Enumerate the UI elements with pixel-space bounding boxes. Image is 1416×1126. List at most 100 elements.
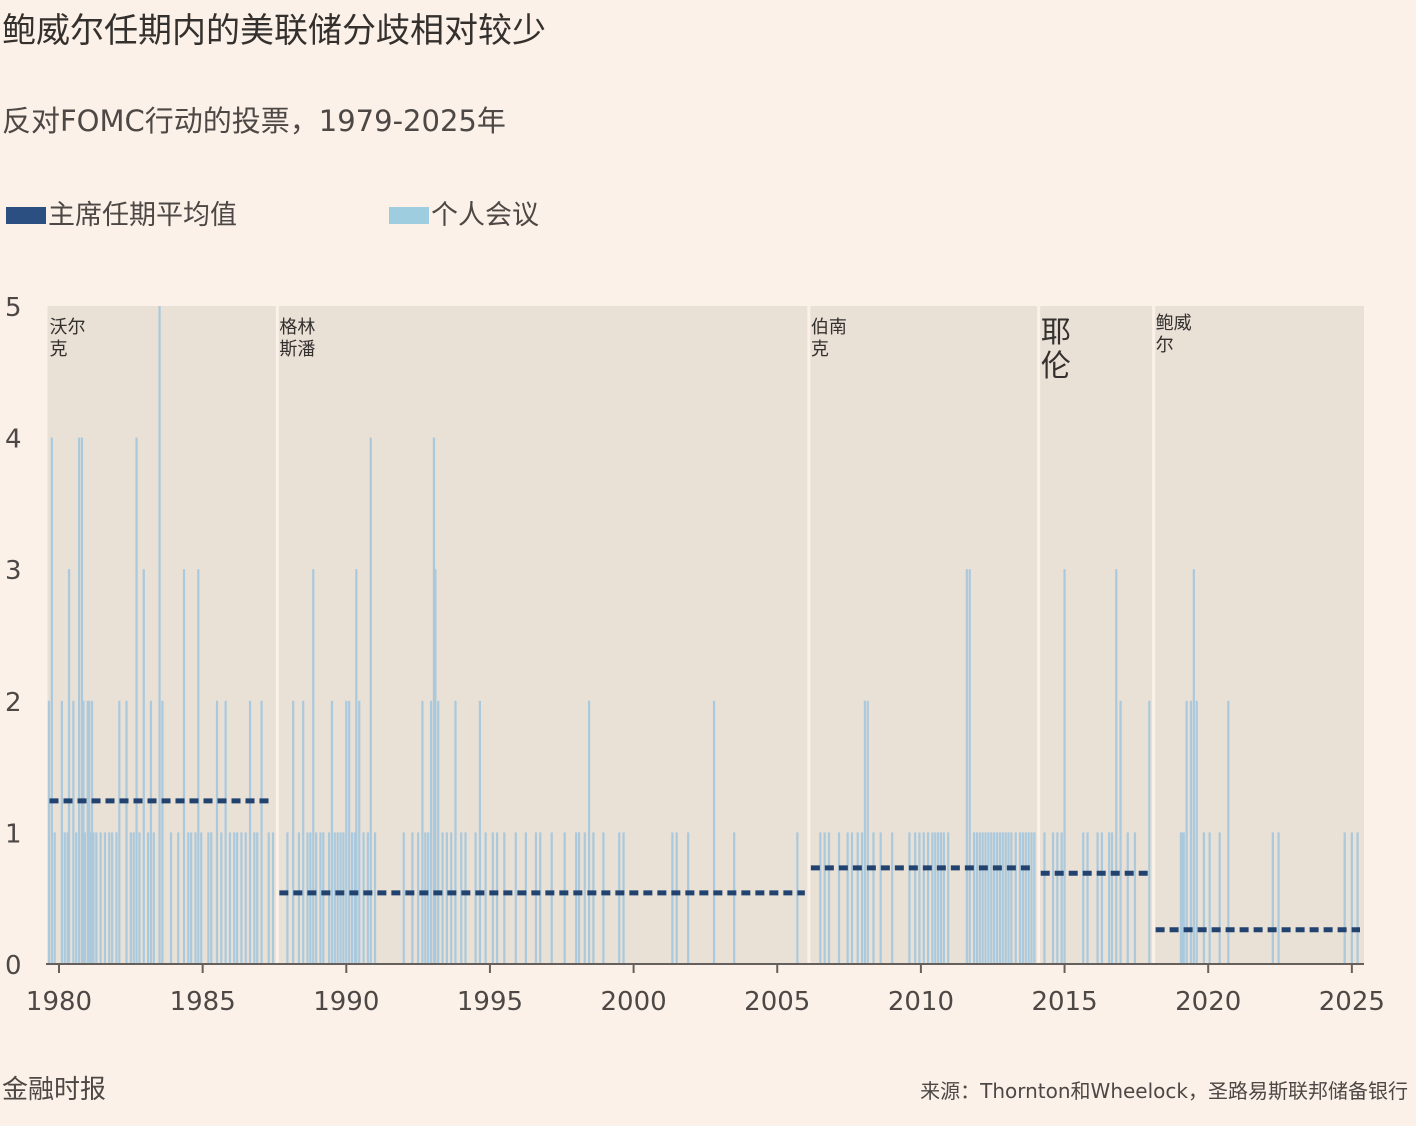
meeting-bar	[67, 569, 71, 964]
meeting-bar	[1086, 832, 1089, 964]
meeting-bar	[1192, 569, 1195, 964]
y-tick-label: 3	[5, 556, 22, 586]
meeting-bar	[111, 832, 114, 964]
meeting-bar	[454, 700, 457, 964]
meeting-bar	[345, 700, 348, 964]
meeting-bar	[863, 700, 866, 964]
meeting-bar	[200, 832, 203, 964]
meeting-bar	[837, 832, 841, 964]
meeting-bar	[1024, 832, 1027, 964]
meeting-bar	[937, 832, 940, 964]
meeting-bar	[286, 832, 289, 964]
meeting-bar	[306, 832, 309, 964]
meeting-bar	[297, 832, 300, 964]
meeting-bar	[922, 832, 925, 964]
meeting-bar	[1189, 700, 1193, 964]
meeting-bar	[1004, 832, 1007, 964]
meeting-bar	[474, 832, 477, 964]
meeting-bar	[464, 832, 467, 964]
meeting-bar	[1181, 832, 1184, 964]
meeting-bar	[550, 832, 553, 964]
meeting-bar	[434, 569, 437, 964]
meeting-bar	[72, 700, 75, 964]
meeting-bar	[421, 700, 424, 964]
x-tick-label: 1990	[313, 987, 379, 1017]
meeting-bar	[995, 832, 999, 964]
meeting-bar	[733, 832, 736, 964]
meeting-bar	[369, 437, 372, 965]
meeting-bar	[622, 832, 625, 964]
meeting-bar	[424, 832, 427, 964]
meeting-bar	[95, 832, 98, 964]
meeting-bar	[514, 832, 517, 964]
meeting-bar	[53, 832, 56, 964]
meeting-bar	[348, 700, 351, 964]
meeting-bar	[90, 700, 94, 964]
meeting-bar	[1179, 832, 1183, 964]
meeting-bar	[846, 832, 849, 964]
meeting-bar	[478, 700, 481, 964]
meeting-bar	[190, 832, 193, 964]
meeting-bar	[1107, 832, 1111, 964]
meeting-bar	[503, 832, 506, 964]
meeting-bar	[1030, 832, 1033, 964]
meeting-bar	[182, 569, 186, 964]
meeting-bar	[220, 832, 223, 964]
meeting-bar	[80, 437, 84, 965]
source-note: 来源：Thornton和Wheelock，圣路易斯联邦储备银行	[920, 1079, 1408, 1103]
meeting-bar	[1110, 832, 1114, 964]
chart-subtitle: 反对FOMC行动的投票，1979-2025年	[2, 104, 506, 138]
meeting-bar	[66, 832, 69, 964]
meeting-bar	[194, 832, 197, 964]
meeting-bar	[417, 832, 420, 964]
meeting-bar	[233, 832, 236, 964]
chair-name-label: 克	[811, 339, 829, 360]
meeting-bar	[115, 832, 118, 964]
meeting-bar	[1100, 832, 1103, 964]
meeting-bar	[587, 700, 591, 964]
meeting-bar	[1343, 832, 1346, 964]
meeting-bar	[1148, 700, 1151, 964]
meeting-bar	[260, 700, 263, 964]
meeting-bar	[990, 832, 993, 964]
meeting-bar	[83, 832, 86, 964]
meeting-bar	[362, 832, 365, 964]
meeting-bar	[161, 700, 164, 964]
meeting-bar	[322, 832, 325, 964]
meeting-bar	[82, 700, 85, 964]
meeting-bar	[256, 832, 259, 964]
meeting-bar	[355, 569, 358, 964]
meeting-bar	[224, 700, 227, 964]
meeting-bar	[1227, 700, 1230, 964]
meeting-bar	[796, 832, 799, 964]
meeting-bar	[491, 832, 494, 964]
meeting-bar	[934, 832, 937, 964]
meeting-bar	[330, 700, 334, 964]
meeting-bar	[1126, 832, 1129, 964]
meeting-bar	[132, 832, 135, 964]
meeting-bar	[539, 832, 542, 964]
x-tick-label: 2025	[1319, 987, 1385, 1017]
meeting-bar	[1202, 832, 1205, 964]
meeting-bar	[1027, 832, 1030, 964]
chair-term-band	[1153, 306, 1364, 964]
meeting-bar	[968, 569, 971, 964]
meeting-bar	[908, 832, 911, 964]
meeting-bar	[1208, 832, 1211, 964]
meeting-bar	[1350, 832, 1353, 964]
meeting-bar	[1033, 832, 1036, 964]
meeting-bar	[1060, 832, 1063, 964]
x-tick-label: 1980	[26, 987, 92, 1017]
meeting-bar	[872, 832, 875, 964]
meeting-bar	[427, 832, 430, 964]
meeting-bar	[978, 832, 981, 964]
meeting-bar	[125, 700, 128, 964]
meeting-bar	[450, 832, 453, 964]
meeting-bar	[350, 832, 354, 964]
meeting-bar	[687, 832, 690, 964]
meeting-bar	[142, 569, 145, 964]
meeting-bar	[926, 832, 930, 964]
meeting-bar	[1115, 569, 1118, 964]
meeting-bar	[827, 832, 831, 964]
